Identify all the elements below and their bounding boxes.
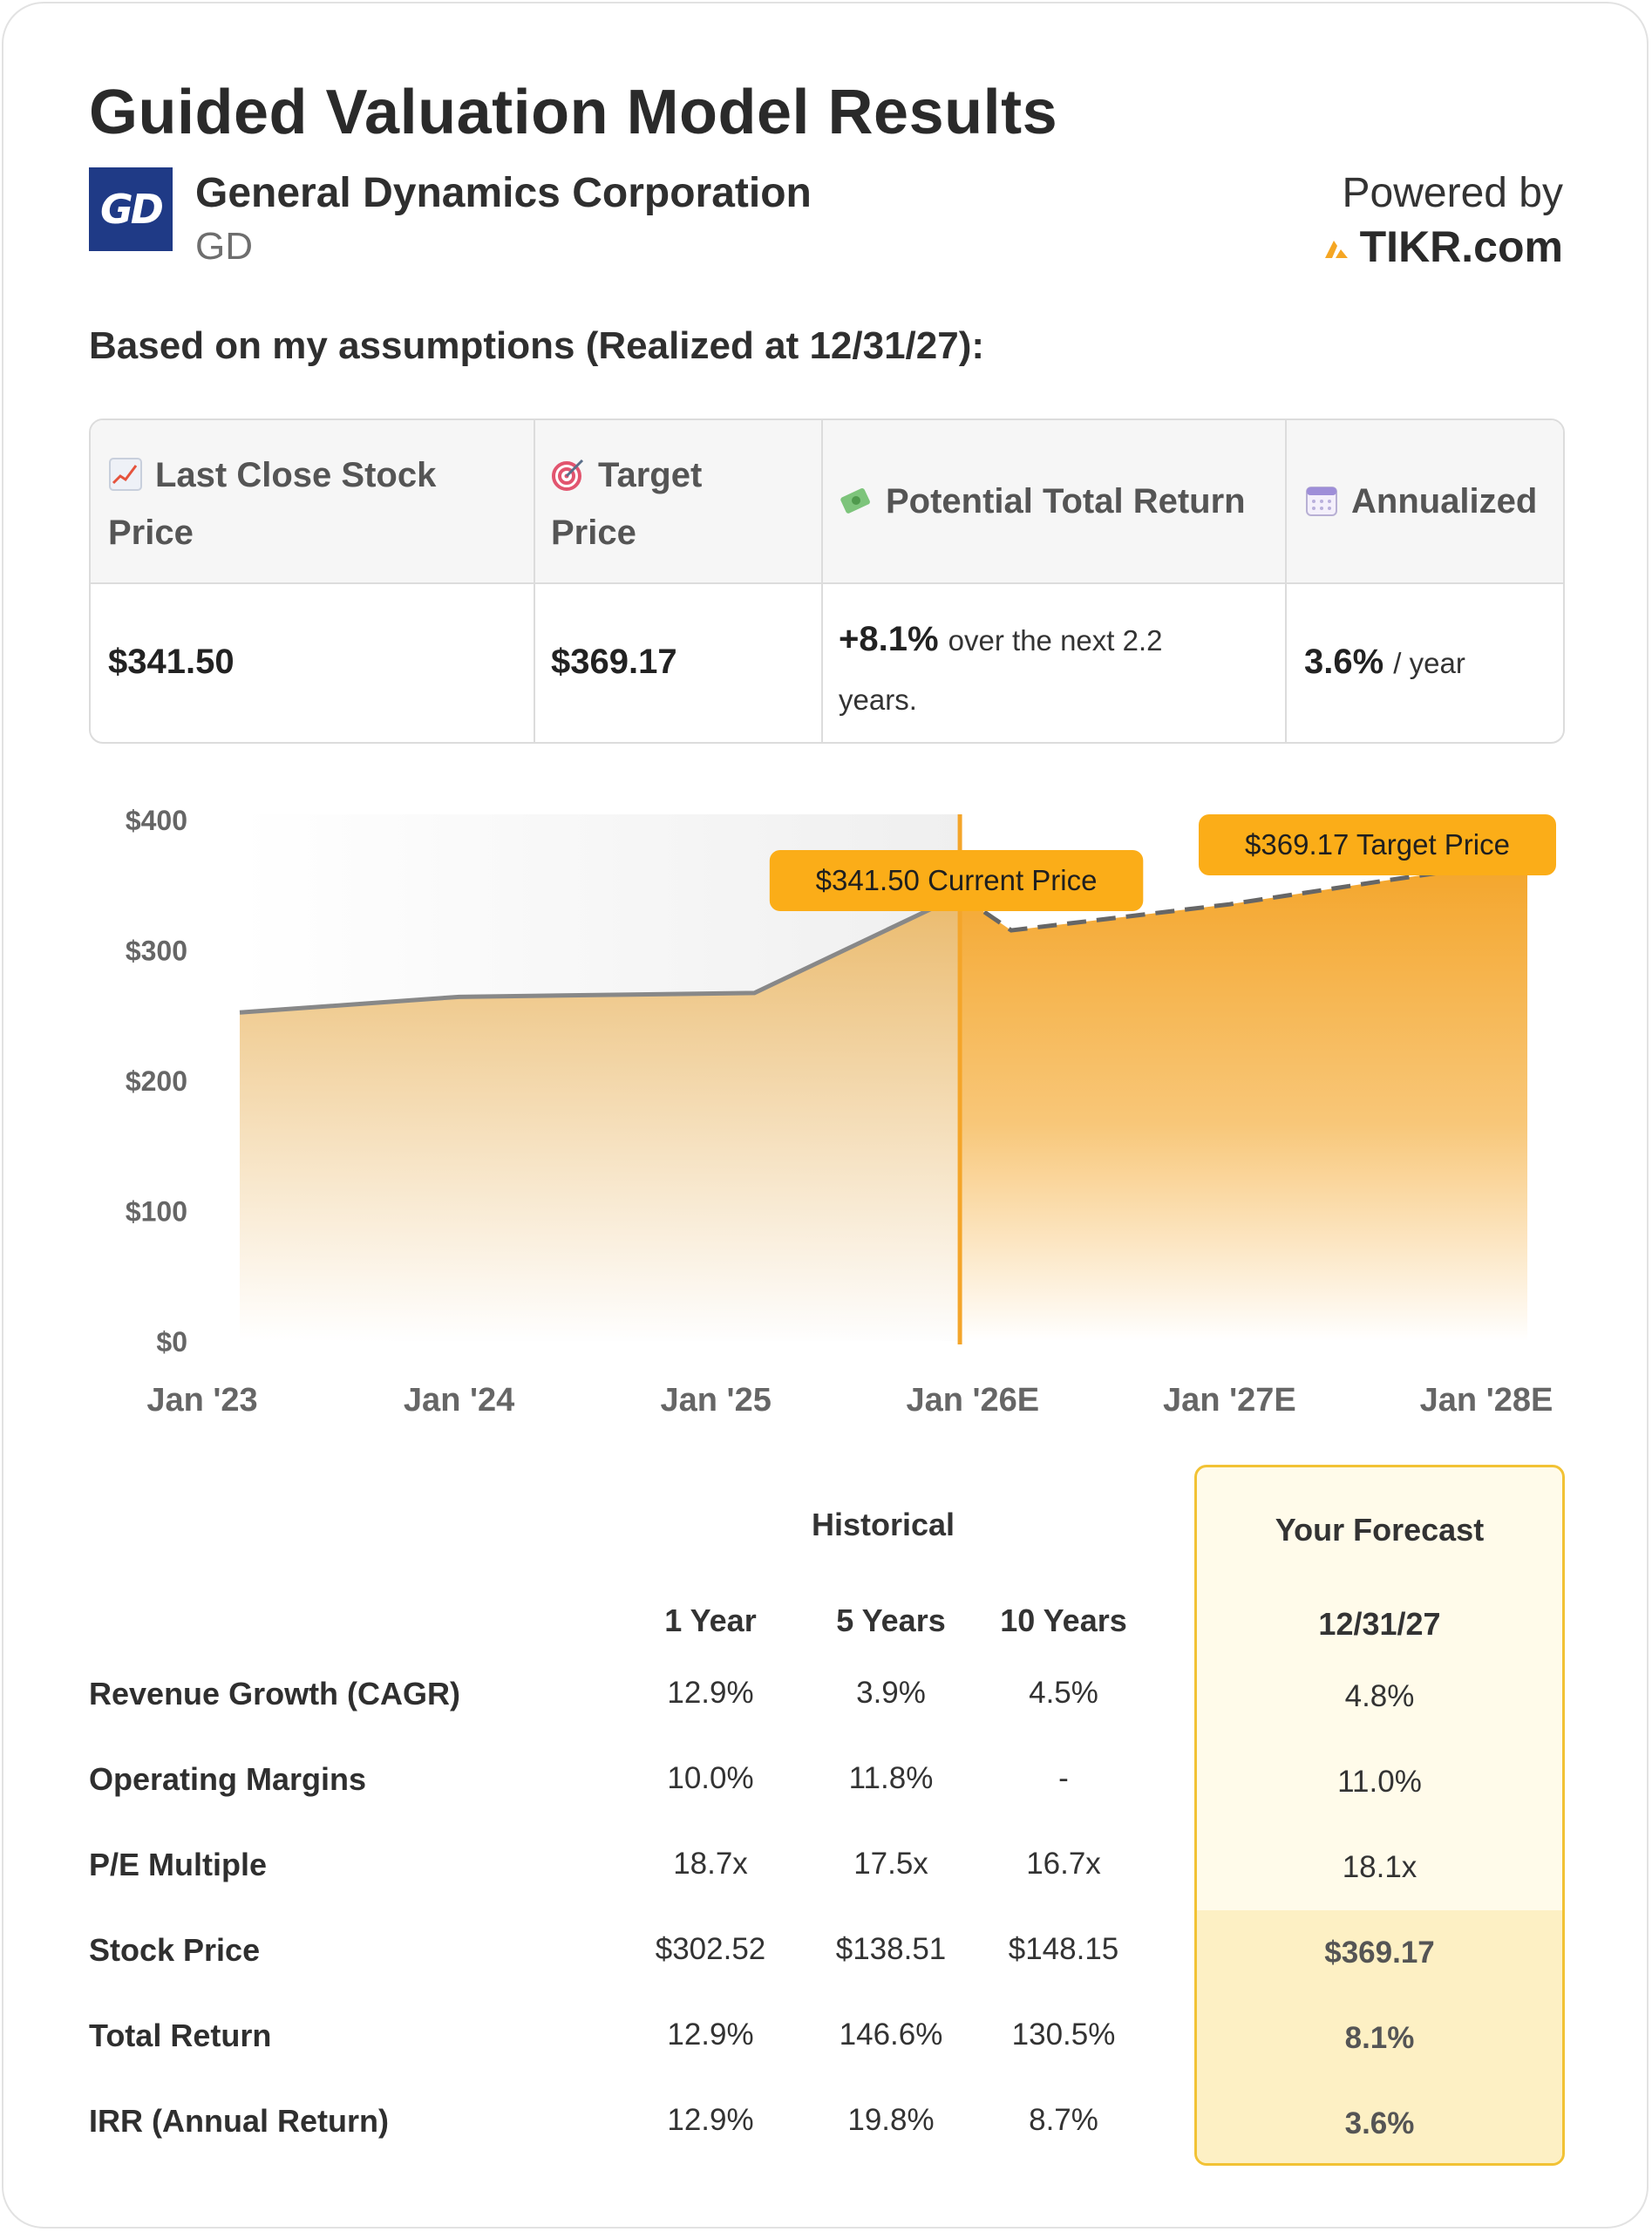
column-header-10-years: 10 Years bbox=[1000, 1603, 1127, 1638]
last-close-value: $341.50 bbox=[108, 643, 235, 681]
forecast-area bbox=[960, 860, 1527, 1341]
historical-area bbox=[240, 895, 961, 1341]
target-price-tooltip-box bbox=[1199, 814, 1556, 875]
company-logo: GD bbox=[89, 167, 173, 251]
row-label: P/E Multiple bbox=[89, 1847, 268, 1882]
calendar-icon bbox=[1306, 487, 1337, 516]
forecast-panel bbox=[1194, 1465, 1565, 2166]
current-price-tooltip-label: $341.50 Current Price bbox=[816, 864, 1098, 896]
table-cell: 3.9% bbox=[856, 1676, 926, 1710]
forecast-highlight bbox=[1197, 1910, 1562, 2163]
ticker-symbol: GD bbox=[195, 225, 253, 268]
historical-header: Historical bbox=[811, 1507, 955, 1542]
logo-text: GD bbox=[100, 186, 164, 233]
table-cell: 12.9% bbox=[667, 2103, 754, 2137]
money-icon bbox=[840, 488, 870, 514]
row-label: Stock Price bbox=[89, 1932, 261, 1968]
forecast-cell: $369.17 bbox=[1324, 1936, 1435, 1970]
total-return-suffix: years. bbox=[839, 684, 917, 716]
table-cell: 4.5% bbox=[1029, 1676, 1098, 1710]
forecast-cell: 3.6% bbox=[1344, 2106, 1415, 2140]
price-chart: $0 $100 $200 $300 $400 Jan '23 Jan '24 Jan '25 J… bbox=[0, 785, 1652, 1447]
column-divider bbox=[1285, 420, 1287, 742]
summary-header-annualized: Annualized bbox=[1304, 473, 1537, 530]
table-cell: 8.7% bbox=[1029, 2103, 1098, 2137]
current-price-tooltip-box bbox=[769, 850, 1144, 911]
table-cell: 17.5x bbox=[853, 1847, 928, 1881]
row-label: Operating Margins bbox=[89, 1761, 367, 1797]
table-cell: 16.7x bbox=[1026, 1847, 1101, 1881]
summary-header-last-close: Last Close Stock Price bbox=[108, 446, 436, 561]
column-divider bbox=[821, 420, 823, 742]
y-tick-label: $400 bbox=[126, 805, 187, 836]
row-label: Revenue Growth (CAGR) bbox=[89, 1676, 461, 1711]
table-cell: - bbox=[1058, 1761, 1069, 1795]
y-tick-label: $100 bbox=[126, 1196, 187, 1228]
total-return-number: +8.1% bbox=[839, 620, 939, 658]
table-cell: 18.7x bbox=[673, 1847, 748, 1881]
summary-header-label: Annualized bbox=[1351, 482, 1538, 521]
row-label: IRR (Annual Return) bbox=[89, 2103, 389, 2139]
page-title: Guided Valuation Model Results bbox=[89, 78, 1058, 147]
summary-table: Last Close Stock Price Target Price Pote… bbox=[89, 418, 1565, 744]
x-tick-label: Jan '23 bbox=[146, 1382, 257, 1419]
tikr-logo-icon bbox=[1324, 241, 1348, 258]
table-cell: 11.8% bbox=[848, 1761, 934, 1795]
x-tick-label: Jan '24 bbox=[404, 1382, 514, 1419]
powered-by-label: Powered by bbox=[1342, 170, 1563, 216]
table-cell: $138.51 bbox=[835, 1932, 947, 1966]
column-header-5-years: 5 Years bbox=[836, 1603, 946, 1638]
price-chart-svg: $0 $100 $200 $300 $400 Jan '23 Jan '24 Jan '25 J… bbox=[126, 805, 1556, 1419]
total-return-suffix: over the next 2.2 bbox=[948, 624, 1163, 657]
total-return-value: +8.1% over the next 2.2 years. bbox=[839, 610, 1162, 729]
x-tick-label: Jan '27E bbox=[1163, 1382, 1296, 1419]
assumptions-heading: Based on my assumptions (Realized at 12/… bbox=[89, 324, 985, 367]
summary-header-label: Last Close Stock bbox=[155, 456, 437, 494]
forecast-cell: 18.1x bbox=[1342, 1850, 1417, 1884]
forecast-date: 12/31/27 bbox=[1318, 1606, 1441, 1642]
forecast-cell: 8.1% bbox=[1344, 2021, 1415, 2055]
summary-header-total-return: Potential Total Return bbox=[839, 473, 1246, 530]
tikr-brand-text: TIKR.com bbox=[1359, 222, 1563, 271]
table-cell: 130.5% bbox=[1011, 2018, 1116, 2052]
forecast-header: Your Forecast bbox=[1275, 1512, 1485, 1548]
y-tick-label: $200 bbox=[126, 1065, 187, 1097]
summary-header-label: Price bbox=[108, 514, 194, 552]
table-cell: 19.8% bbox=[847, 2103, 935, 2137]
row-label: Total Return bbox=[89, 2018, 272, 2053]
target-price-value: $369.17 bbox=[551, 643, 677, 681]
table-cell: $302.52 bbox=[655, 1932, 766, 1966]
column-divider bbox=[534, 420, 535, 742]
table-cell: $148.15 bbox=[1008, 1932, 1119, 1966]
table-cell: 12.9% bbox=[667, 2018, 754, 2052]
summary-header-label: Potential Total Return bbox=[886, 482, 1246, 521]
tikr-brand-link[interactable]: TIKR.com bbox=[1322, 221, 1563, 272]
x-tick-label: Jan '28E bbox=[1420, 1382, 1553, 1419]
target-icon bbox=[552, 459, 584, 491]
summary-header-label: Price bbox=[551, 514, 636, 552]
annualized-value: 3.6% / year bbox=[1304, 643, 1465, 682]
x-tick-label: Jan '26E bbox=[906, 1382, 1039, 1419]
summary-header-target: Target Price bbox=[551, 446, 702, 561]
historical-price-line bbox=[239, 893, 962, 1015]
y-tick-label: $0 bbox=[156, 1326, 187, 1358]
forecast-cell: 4.8% bbox=[1344, 1679, 1415, 1713]
forecast-cell: 11.0% bbox=[1337, 1765, 1422, 1799]
annualized-suffix: / year bbox=[1393, 647, 1465, 679]
company-name: General Dynamics Corporation bbox=[195, 170, 812, 216]
target-price-tooltip-label: $369.17 Target Price bbox=[1245, 828, 1510, 861]
table-cell: 12.9% bbox=[667, 1676, 754, 1710]
chart-up-icon bbox=[109, 458, 142, 491]
x-tick-label: Jan '25 bbox=[661, 1382, 772, 1419]
annualized-number: 3.6% bbox=[1304, 643, 1384, 681]
column-header-1-year: 1 Year bbox=[664, 1603, 757, 1638]
table-cell: 10.0% bbox=[667, 1761, 754, 1795]
y-tick-label: $300 bbox=[126, 936, 187, 967]
summary-header-label: Target bbox=[598, 456, 703, 494]
table-cell: 146.6% bbox=[839, 2018, 943, 2052]
